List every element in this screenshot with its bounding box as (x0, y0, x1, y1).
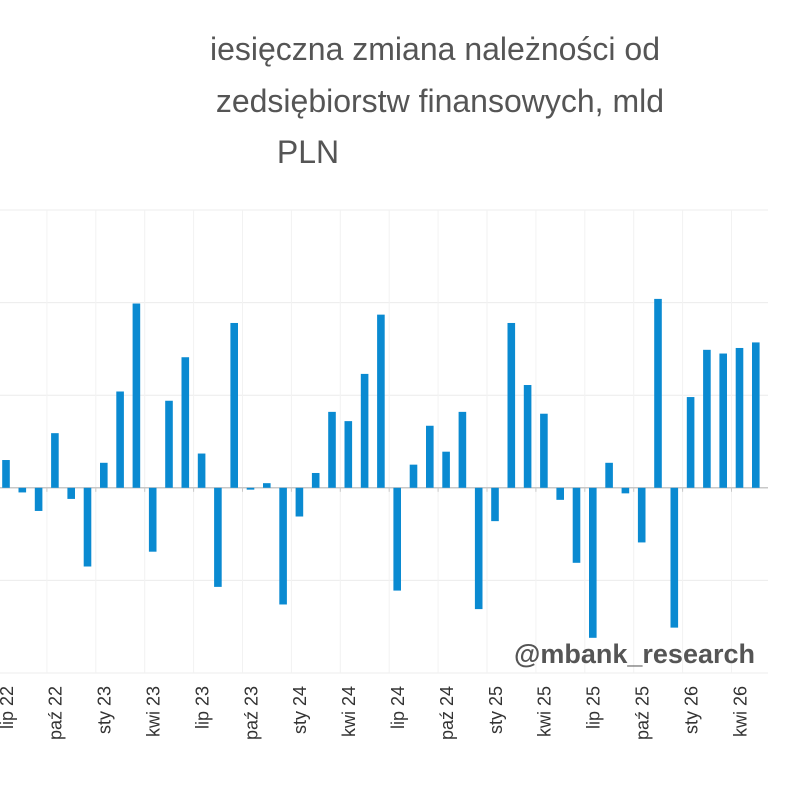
bar (34, 487, 43, 511)
bar (377, 314, 385, 488)
bar (230, 322, 238, 488)
bar (344, 421, 353, 488)
bar (686, 397, 695, 488)
bar (263, 483, 271, 488)
bar (654, 298, 662, 488)
watermark: @mbank_research (514, 639, 755, 669)
bar (214, 487, 222, 587)
x-tick-label: sty 24 (290, 686, 310, 734)
bar (2, 460, 10, 488)
bar (18, 487, 27, 493)
chart-title: iesięczna zmiana należności od (210, 31, 660, 67)
bar (670, 487, 679, 628)
bar (132, 303, 141, 488)
bar (589, 487, 597, 638)
x-tick-label: paź 25 (632, 686, 652, 740)
x-tick-label: kwi 23 (143, 686, 163, 737)
x-tick-label: paź 22 (46, 686, 66, 740)
bar (328, 411, 336, 488)
bar (703, 349, 711, 488)
bar (246, 487, 255, 490)
x-tick-label: kwi 26 (730, 686, 750, 737)
bar (621, 487, 630, 494)
bar (507, 322, 516, 488)
x-tick-label: lip 25 (584, 686, 604, 729)
bar (491, 487, 499, 522)
bar (735, 347, 744, 488)
x-tick-label: sty 23 (95, 686, 115, 734)
chart-title: zedsiębiorstw finansowych, mld (216, 83, 664, 119)
x-tick-label: paź 23 (241, 686, 261, 740)
bar (100, 462, 108, 488)
x-tick-label: lip 24 (388, 686, 408, 729)
bar (540, 413, 548, 488)
bar (426, 425, 434, 488)
bar (458, 411, 467, 488)
bar (83, 487, 92, 567)
x-tick-label: lip 22 (0, 686, 17, 729)
bar (442, 451, 450, 488)
x-tick-label: sty 26 (681, 686, 701, 734)
x-tick-label: kwi 25 (535, 686, 555, 737)
bar (51, 433, 59, 488)
bar (474, 487, 483, 610)
bar (311, 472, 320, 488)
bar (393, 487, 401, 591)
x-tick-label: kwi 24 (339, 686, 359, 737)
bar (572, 487, 581, 563)
bar (523, 385, 532, 488)
bar (360, 373, 369, 488)
bar (556, 487, 564, 500)
bar (148, 487, 157, 552)
bar (181, 357, 190, 488)
bar (67, 487, 75, 499)
x-tick-label: lip 23 (192, 686, 212, 729)
bar (116, 391, 124, 488)
x-tick-label: sty 25 (486, 686, 506, 734)
bar (165, 400, 173, 488)
bar (197, 453, 206, 488)
chart-title: PLN (277, 134, 339, 170)
x-tick-label: paź 24 (437, 686, 457, 740)
bar (605, 462, 613, 488)
bar (279, 487, 287, 605)
bar (719, 353, 727, 488)
bar (409, 464, 418, 488)
bar (637, 487, 646, 543)
bar (752, 342, 760, 488)
bar (295, 487, 304, 517)
